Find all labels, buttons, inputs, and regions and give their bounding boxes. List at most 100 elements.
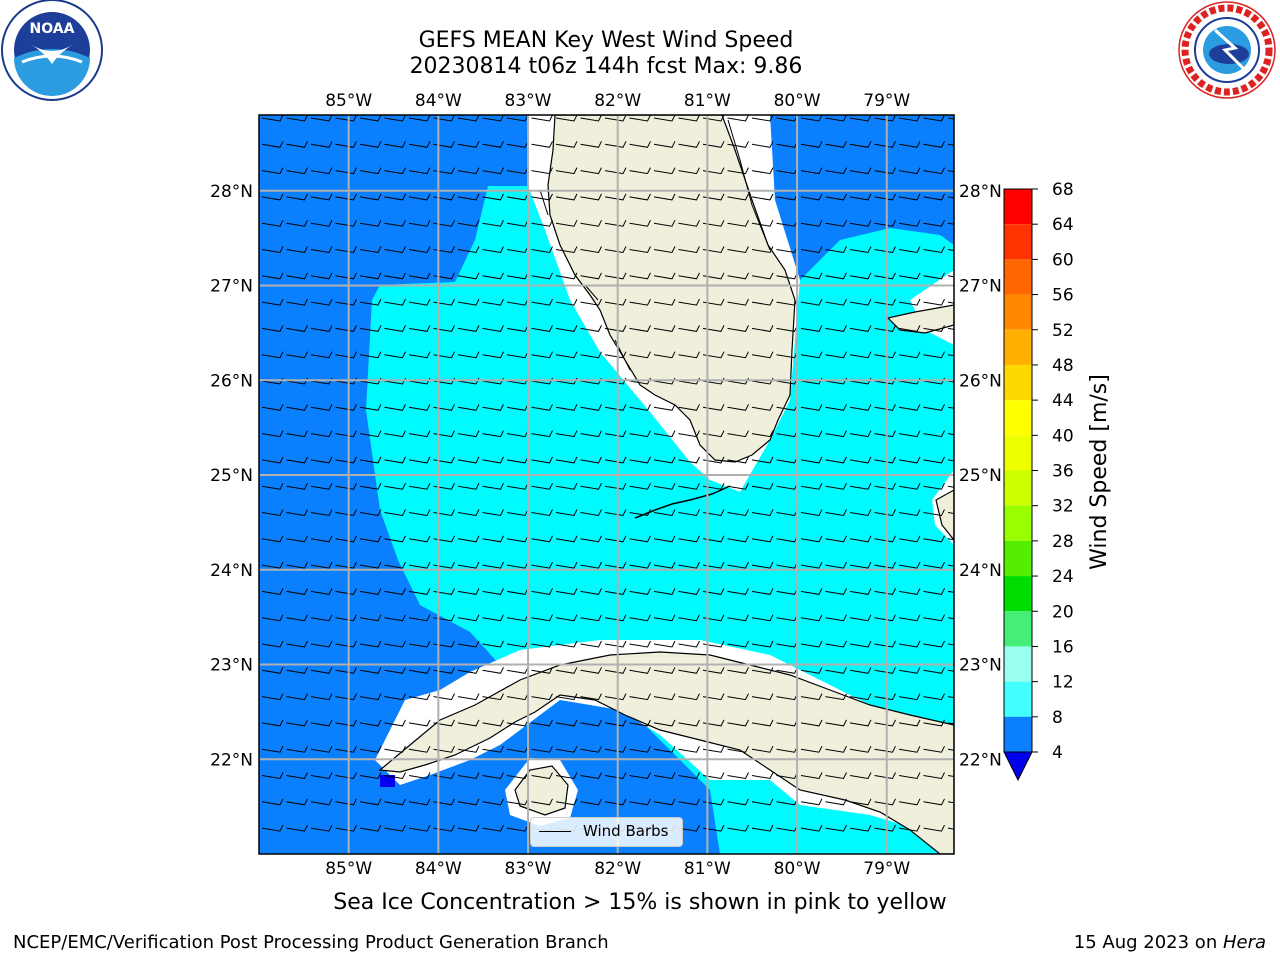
wind-barb (898, 456, 921, 464)
colorbar-tick-label: 16 (1052, 637, 1074, 657)
wind-barb (359, 772, 382, 780)
lon-tick-bottom: 81°W (684, 859, 731, 879)
wind-barb (384, 430, 406, 438)
wind-barb (433, 824, 455, 832)
wind-barb (335, 219, 357, 227)
wind-barb (482, 588, 504, 595)
wind-barb (874, 141, 896, 148)
wind-barb (433, 115, 455, 122)
wind-barb (678, 772, 700, 780)
footer-date: 15 Aug 2023 on Hera (1074, 932, 1266, 953)
wind-barb (702, 272, 725, 280)
wind-barb (555, 588, 578, 595)
wind-barb (310, 667, 333, 674)
wind-barb (482, 614, 504, 622)
wind-barb (898, 351, 921, 359)
wind-barb (286, 115, 308, 122)
low-speed-patch (380, 775, 395, 787)
wind-barb (457, 693, 480, 701)
wind-barb (580, 614, 602, 622)
wind-barb (580, 772, 602, 780)
wind-barb (310, 824, 333, 832)
wind-barb (923, 798, 945, 806)
wind-barb (335, 614, 357, 622)
wind-barb (433, 456, 455, 464)
wind-barb (310, 588, 333, 595)
wind-barb (506, 824, 529, 832)
lat-tick-right: 24°N (959, 561, 1002, 581)
wind-barb (457, 404, 480, 411)
wind-barb (482, 719, 504, 727)
wind-barb (727, 193, 749, 201)
wind-barb (653, 167, 676, 175)
wind-barb (898, 298, 921, 306)
wind-barb (727, 745, 749, 753)
wind-barb (849, 798, 872, 806)
wind-barb (800, 404, 823, 411)
wind-barb (923, 404, 945, 411)
wind-barb (359, 193, 382, 201)
wind-barb (555, 298, 578, 306)
wind-barb (849, 115, 872, 122)
wind-barb (874, 745, 896, 753)
wind-barb (825, 745, 847, 753)
wind-barb (874, 509, 896, 517)
wind-barb (653, 719, 676, 727)
wind-barb (849, 588, 872, 595)
wind-barb (653, 693, 676, 701)
wind-barb (384, 561, 406, 569)
wind-barb (751, 614, 774, 622)
wind-barb (874, 824, 896, 832)
wind-barb (825, 824, 847, 832)
wind-barb (678, 193, 700, 201)
wind-barb (580, 588, 602, 595)
wind-barb (604, 588, 627, 595)
wind-barb (310, 167, 333, 175)
lat-tick-right: 22°N (959, 750, 1002, 770)
wind-barb (310, 115, 333, 122)
wind-barb (825, 798, 847, 806)
wind-barb (702, 115, 725, 122)
wind-barb (457, 272, 480, 280)
wind-barb (849, 482, 872, 490)
lon-tick-bottom: 84°W (415, 859, 462, 879)
wind-barb (580, 167, 602, 175)
wind-barb (825, 588, 847, 595)
lon-tick-top: 84°W (415, 91, 462, 111)
wind-barb (751, 745, 774, 753)
wind-barb (286, 430, 308, 438)
wind-barb (261, 456, 284, 464)
wind-barb (286, 693, 308, 701)
wind-barb (384, 772, 406, 780)
wind-barb (457, 482, 480, 490)
wind-barb (629, 798, 651, 806)
wind-barb (555, 430, 578, 438)
wind-barb (580, 667, 602, 674)
wind-barb (678, 667, 700, 674)
wind-barb (751, 798, 774, 806)
wind-barb (727, 325, 749, 332)
wind-barb (531, 561, 553, 569)
wind-barb (482, 167, 504, 175)
wind-barb (555, 115, 578, 122)
wind-barb (359, 141, 382, 148)
map-gridlines (259, 115, 954, 854)
wind-barb (261, 219, 284, 227)
wind-barb (678, 509, 700, 517)
wind-barb (702, 219, 725, 227)
wind-barb (898, 772, 921, 780)
wind-barb (482, 535, 504, 543)
wind-barb (825, 298, 847, 306)
wind-barb (555, 535, 578, 543)
wind-barb (359, 115, 382, 122)
title-line-1: GEFS MEAN Key West Wind Speed (418, 28, 794, 53)
colorbar-tick-label: 64 (1052, 215, 1074, 235)
wind-barb (335, 430, 357, 438)
wind-barb (580, 193, 602, 201)
wind-barb (825, 456, 847, 464)
wind-barb (506, 456, 529, 464)
colorbar-segment (1004, 224, 1032, 260)
lat-tick-right: 27°N (959, 277, 1002, 297)
wind-barb (580, 351, 602, 359)
wind-barb (849, 272, 872, 280)
